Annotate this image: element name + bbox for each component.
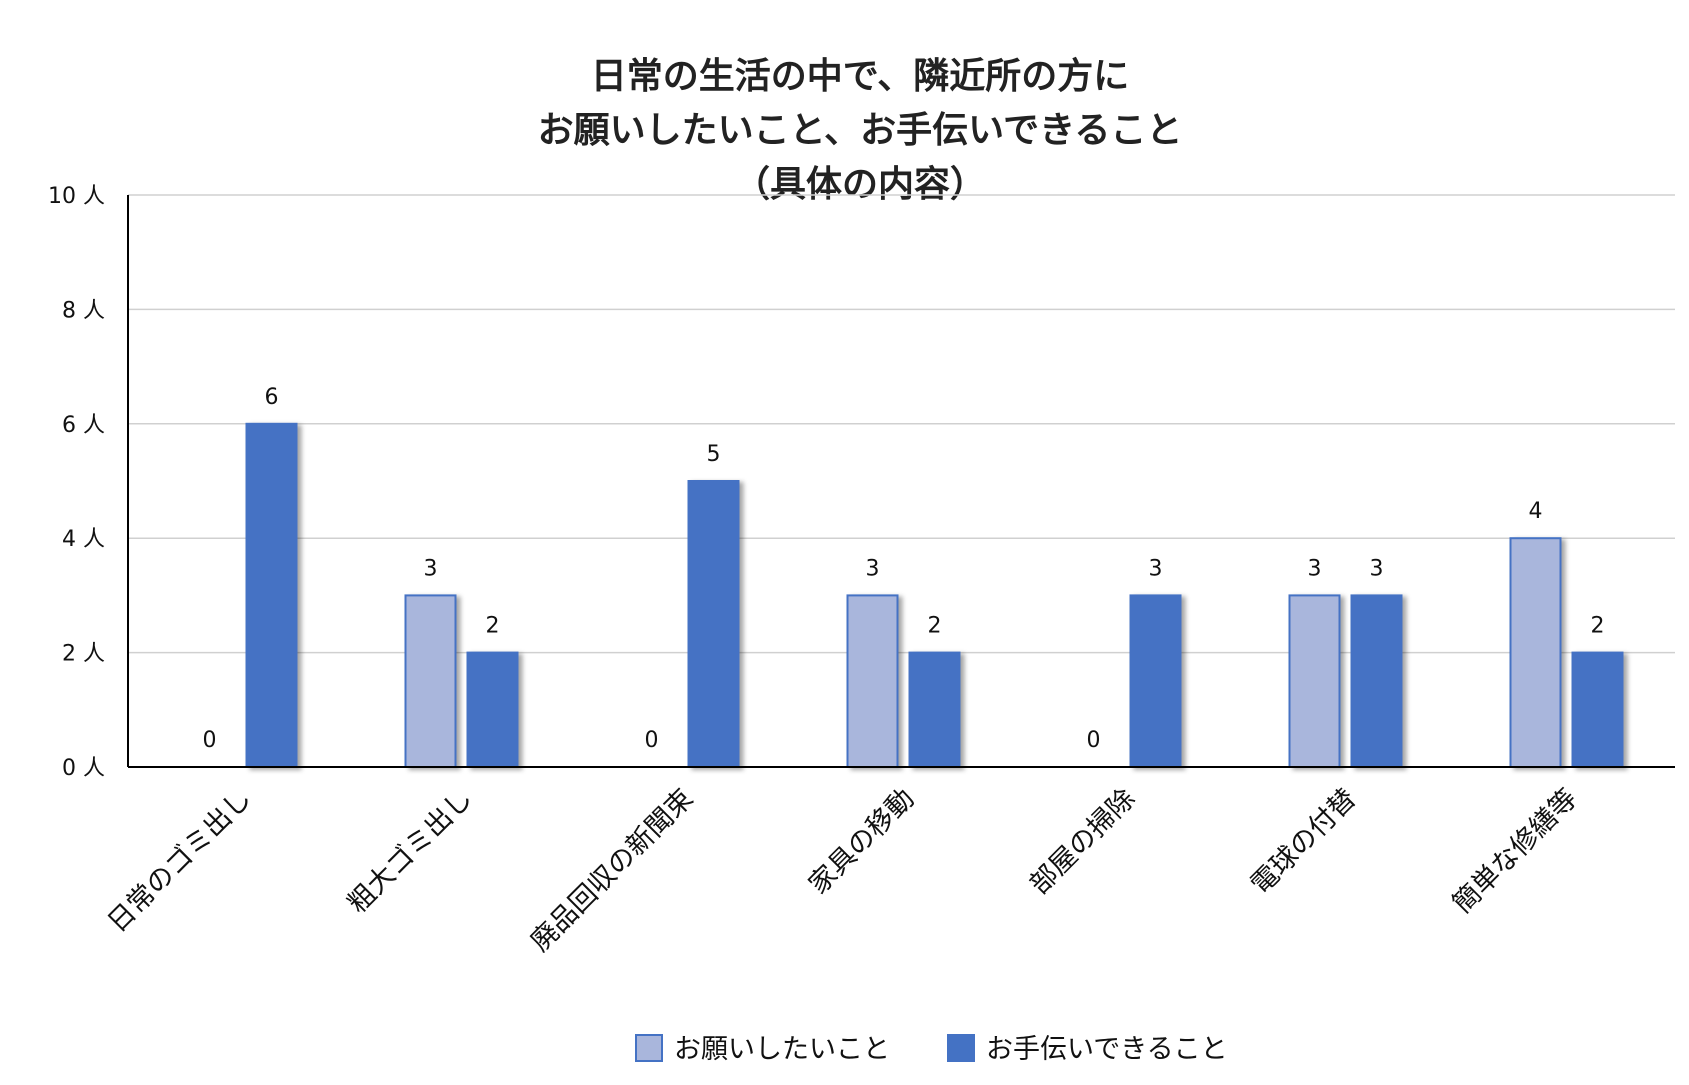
bars [245,422,1624,769]
y-tick-label: 6 人 [62,413,105,438]
legend: お願いしたいこと お手伝いできること [635,1034,1228,1065]
data-label-series-0-cat-4: 0 [1087,728,1101,753]
bar-series-1-cat-1 [466,651,519,768]
axes [127,195,1675,768]
x-category-label-5: 電球の付替 [1245,783,1362,900]
data-label-series-0-cat-3: 3 [866,556,880,581]
data-label-series-1-cat-5: 3 [1370,556,1384,581]
bar-series-1-cat-2 [687,480,740,768]
legend-label-1: お手伝いできること [986,1034,1228,1065]
bar-series-0-cat-6 [1509,537,1562,769]
chart-title: 日常の生活の中で、隣近所の方に お願いしたいこと、お手伝いできること （具体の内… [538,56,1183,205]
data-label-series-0-cat-2: 0 [645,728,659,753]
y-axis-tick-labels: 0 人 2 人 4 人 6 人 8 人 10 人 [48,184,105,781]
bar-series-1-cat-4 [1129,594,1182,769]
data-label-series-0-cat-0: 0 [203,728,217,753]
data-label-series-1-cat-0: 6 [265,385,279,410]
x-category-label-4: 部屋の掃除 [1024,783,1141,900]
x-category-label-2: 廃品回収の新聞束 [525,783,700,958]
bar-series-1-cat-6 [1571,651,1624,768]
bar-series-1-cat-3 [908,651,961,768]
data-label-series-0-cat-6: 4 [1529,499,1543,524]
data-label-series-1-cat-4: 3 [1149,556,1163,581]
bar-series-0-cat-3 [846,594,899,769]
legend-label-0: お願いしたいこと [674,1034,890,1065]
x-category-label-3: 家具の移動 [803,783,920,900]
data-label-series-1-cat-2: 5 [707,442,721,467]
data-labels: 0 6 3 2 0 5 3 2 0 3 3 3 4 2 [203,385,1605,753]
bar-series-0-cat-1 [404,594,457,769]
data-label-series-0-cat-5: 3 [1308,556,1322,581]
bar-series-1-cat-5 [1350,594,1403,769]
x-category-label-6: 簡単な修繕等 [1447,783,1583,919]
chart-title-line-2: お願いしたいこと、お手伝いできること [538,110,1183,151]
gridlines [128,194,1675,654]
bar-series-0-cat-5 [1288,594,1341,769]
data-label-series-1-cat-1: 2 [486,614,500,639]
data-label-series-1-cat-6: 2 [1591,614,1605,639]
y-tick-label: 2 人 [62,642,105,667]
chart-title-line-1: 日常の生活の中で、隣近所の方に [591,56,1130,97]
bar-series-1-cat-0 [245,422,298,768]
y-tick-label: 8 人 [62,298,105,323]
y-tick-label: 0 人 [62,756,105,781]
y-tick-label: 10 人 [48,184,105,209]
data-label-series-1-cat-3: 2 [928,614,942,639]
legend-swatch-1 [947,1034,975,1062]
x-category-label-0: 日常のゴミ出し [102,783,258,939]
data-label-series-0-cat-1: 3 [424,556,438,581]
x-axis-category-labels: 日常のゴミ出し 粗大ゴミ出し 廃品回収の新聞束 家具の移動 部屋の掃除 電球の付替 簡単な修… [102,783,1584,958]
legend-swatch-0 [635,1034,663,1062]
x-category-label-1: 粗大ゴミ出し [342,783,478,919]
y-tick-label: 4 人 [62,527,105,552]
chart-title-line-3: （具体の内容） [734,164,986,205]
